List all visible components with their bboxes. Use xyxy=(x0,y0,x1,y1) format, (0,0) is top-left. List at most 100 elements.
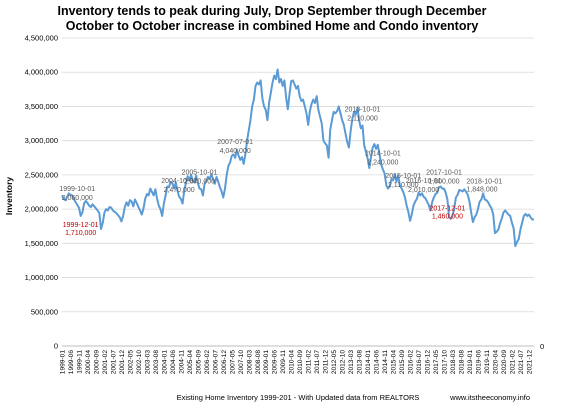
x-tick-label: 2021-02 xyxy=(509,350,516,375)
annotation-date: 2004-10-01 xyxy=(161,178,197,185)
x-tick-label: 2000-04 xyxy=(85,350,92,375)
annotation-date: 2017-12-01 xyxy=(430,206,466,213)
annotation-date: 2014-10-01 xyxy=(365,150,401,157)
annotation-value: 1,800,000 xyxy=(428,179,459,186)
x-tick-label: 2010-09 xyxy=(297,350,304,375)
x-tick-label: 2009-06 xyxy=(272,350,279,375)
x-tick-label: 2001-07 xyxy=(110,350,117,375)
x-tick-label: 2003-03 xyxy=(144,350,151,375)
y-tick-label: 4,500,000 xyxy=(25,34,58,43)
x-tick-label: 2013-03 xyxy=(348,350,355,375)
x-tick-label: 2009-11 xyxy=(280,350,287,374)
x-axis-ticks: 1999-01 1999-06 1999-11 2000-04 2000-09 2001-… xyxy=(60,350,534,375)
x-tick-label: 2010-04 xyxy=(289,350,296,375)
x-tick-label: 2021-07 xyxy=(518,350,525,375)
annotation-date: 1999-10-01 xyxy=(59,186,95,193)
x-tick-label: 2012-10 xyxy=(340,350,347,375)
x-tick-label: 2008-03 xyxy=(246,350,253,375)
annotation-value: 2,110,000 xyxy=(347,116,378,123)
annotation-value: 2,060,000 xyxy=(62,195,93,202)
x-tick-label: 2011-07 xyxy=(314,350,321,374)
y-tick-label: 3,500,000 xyxy=(25,102,58,111)
annotation-2014-10-01: 2014-10-01 2,240,000 xyxy=(365,150,401,166)
x-tick-label: 2000-09 xyxy=(93,350,100,375)
x-tick-label: 2015-04 xyxy=(391,350,398,375)
annotation-date: 2007-07-01 xyxy=(217,139,253,146)
y-tick-label: 4,000,000 xyxy=(25,68,58,77)
annotation-value: 2,240,000 xyxy=(367,159,398,166)
annotation-date: 2017-10-01 xyxy=(426,170,462,177)
x-tick-label: 2016-02 xyxy=(408,350,415,375)
x-tick-label: 2001-12 xyxy=(119,350,126,375)
data-annotations: 1999-10-01 2,060,000 1999-12-011,710,000 20… xyxy=(59,107,502,237)
annotation-2007-07-01: 2007-07-01 4,040,000 xyxy=(217,139,253,155)
y-tick-label: 1,500,000 xyxy=(25,239,58,248)
annotation-value: 2,010,000 xyxy=(408,187,439,194)
x-tick-label: 2017-05 xyxy=(433,350,440,375)
x-tick-label: 2020-09 xyxy=(501,350,508,375)
annotation-2015-10-01: 2015-10-01 2,110,000 xyxy=(385,173,421,189)
annotation-value: 1,460,000 xyxy=(432,214,463,221)
x-tick-label: 2016-12 xyxy=(425,350,432,375)
x-tick-label: 2019-11 xyxy=(484,350,491,374)
y-tick-label: 2,500,000 xyxy=(25,170,58,179)
x-tick-label: 2001-02 xyxy=(102,350,109,375)
gridlines xyxy=(62,37,534,313)
annotation-1999-12-01: 1999-12-011,710,000 xyxy=(63,222,99,237)
x-tick-label: 2003-08 xyxy=(153,350,160,375)
annotation-date: 2018-10-01 xyxy=(466,178,502,185)
x-tick-label: 2014-01 xyxy=(365,350,372,375)
x-tick-label: 2014-11 xyxy=(382,350,389,374)
x-tick-label: 1999-06 xyxy=(68,350,75,375)
y-tick-label: 2,000,000 xyxy=(25,205,58,214)
y-axis-ticks: 0 500,000 1,000,000 1,500,000 2,000,000 2,500… xyxy=(25,34,58,351)
x-tick-label: 2015-09 xyxy=(399,350,406,375)
x-tick-label: 2013-08 xyxy=(357,350,364,375)
source-text: www.itstheeconomy.info xyxy=(449,393,530,402)
annotation-2005-10-01: 2005-10-01 2,870,000 xyxy=(182,170,218,186)
x-tick-label: 2011-02 xyxy=(306,350,313,374)
annotation-date: 2013-10-01 xyxy=(345,107,381,114)
annotation-2013-10-01: 2013-10-01 2,110,000 xyxy=(345,107,381,123)
chart-title-line-2: October to October increase in combined … xyxy=(66,19,479,33)
x-tick-label: 1999-01 xyxy=(60,350,67,375)
x-tick-label: 1999-11 xyxy=(76,350,83,374)
annotation-2004-10-01: 2004-10-01 2,470,000 xyxy=(161,178,197,194)
annotation-2018-10-01: 2018-10-011,848,000 xyxy=(466,178,502,193)
annotation-date: 2005-10-01 xyxy=(182,170,218,177)
x-tick-label: 2021-12 xyxy=(526,350,533,375)
x-tick-label: 2004-11 xyxy=(178,350,185,374)
annotation-value: 1,710,000 xyxy=(65,230,96,237)
x-tick-label: 2018-08 xyxy=(458,350,465,375)
annotation-value: 2,870,000 xyxy=(184,179,215,186)
annotation-date: 1999-12-01 xyxy=(63,222,99,229)
annotation-1999-10-01: 1999-10-01 2,060,000 xyxy=(59,186,95,202)
annotation-value: 1,848,000 xyxy=(466,186,497,193)
x-tick-label: 2005-09 xyxy=(195,350,202,375)
annotation-value: 2,470,000 xyxy=(164,187,195,194)
x-tick-label: 2002-10 xyxy=(136,350,143,375)
x-tick-label: 2002-05 xyxy=(127,350,134,375)
annotation-value: 4,040,000 xyxy=(220,148,251,155)
y-tick-label: 0 xyxy=(54,342,58,351)
x-tick-label: 2009-01 xyxy=(263,350,270,375)
x-tick-label: 2017-10 xyxy=(442,350,449,375)
x-tick-label: 2014-06 xyxy=(374,350,381,375)
x-axis-label: Existing Home Inventory 1999-201 - With … xyxy=(177,393,420,402)
chart-title-line-1: Inventory tends to peak during July, Dro… xyxy=(57,4,486,18)
annotation-date: 2016-10-01 xyxy=(406,178,442,185)
x-tick-label: 2019-06 xyxy=(475,350,482,375)
x-tick-label: 2005-04 xyxy=(187,350,194,375)
annotation-2017-10-01: 2017-10-01 1,800,000 xyxy=(426,170,462,186)
x-tick-label: 2006-12 xyxy=(221,350,228,375)
x-tick-label: 2012-05 xyxy=(331,350,338,375)
x-tick-label: 2006-07 xyxy=(212,350,219,375)
x-tick-label: 2019-01 xyxy=(467,350,474,375)
y-tick-label: 1,000,000 xyxy=(25,273,58,282)
annotation-date: 2015-10-01 xyxy=(385,173,421,180)
y-tick-label: 500,000 xyxy=(31,307,58,316)
annotation-2016-10-01: 2016-10-01 2,010,000 xyxy=(406,178,442,194)
x-tick-label: 2016-07 xyxy=(416,350,423,375)
series-line xyxy=(61,68,535,248)
x-tick-label: 2020-04 xyxy=(492,350,499,375)
